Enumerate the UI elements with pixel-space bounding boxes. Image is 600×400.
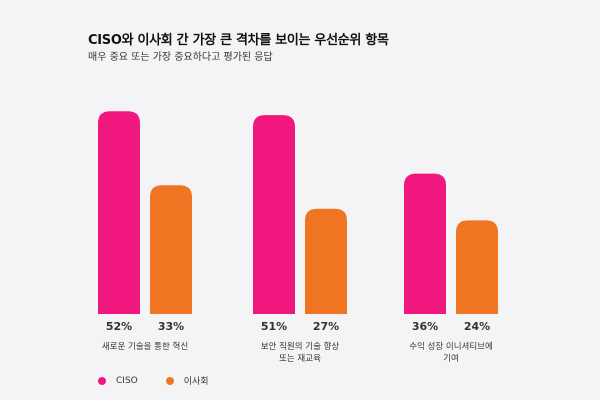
data-label: 27%: [313, 320, 339, 333]
bar: [404, 173, 446, 314]
legend-item-board: 이사회: [165, 374, 209, 387]
bar: [253, 115, 295, 314]
category-label: 기여: [443, 353, 459, 364]
category-label: 또는 재교육: [279, 354, 321, 364]
data-label: 51%: [261, 320, 287, 333]
legend-swatch-ciso: [98, 376, 106, 385]
legend-label-board: 이사회: [183, 377, 209, 387]
legend-label-ciso: CISO: [116, 375, 138, 386]
category-label: 새로운 기술을 통한 혁신: [102, 342, 188, 352]
chart-title: CISO와 이사회 간 가장 큰 격차를 보이는 우선순위 항목: [88, 33, 389, 48]
bar: [305, 208, 347, 314]
data-label: 33%: [158, 320, 184, 333]
category-label: 수익 성장 이니셔티브에: [409, 341, 493, 352]
bar: [150, 185, 192, 314]
legend: CISO 이사회: [98, 374, 209, 387]
legend-item-ciso: CISO: [98, 376, 138, 386]
data-label: 24%: [464, 320, 490, 333]
bar: [456, 220, 498, 314]
data-label: 36%: [412, 320, 438, 333]
legend-swatch-board: [165, 376, 174, 385]
chart-subtitle: 매우 중요 또는 가장 중요하다고 평가된 응답: [88, 52, 273, 63]
bar: [98, 111, 140, 314]
category-label: 보안 직원의 기술 향상: [261, 341, 340, 352]
data-label: 52%: [106, 320, 132, 333]
